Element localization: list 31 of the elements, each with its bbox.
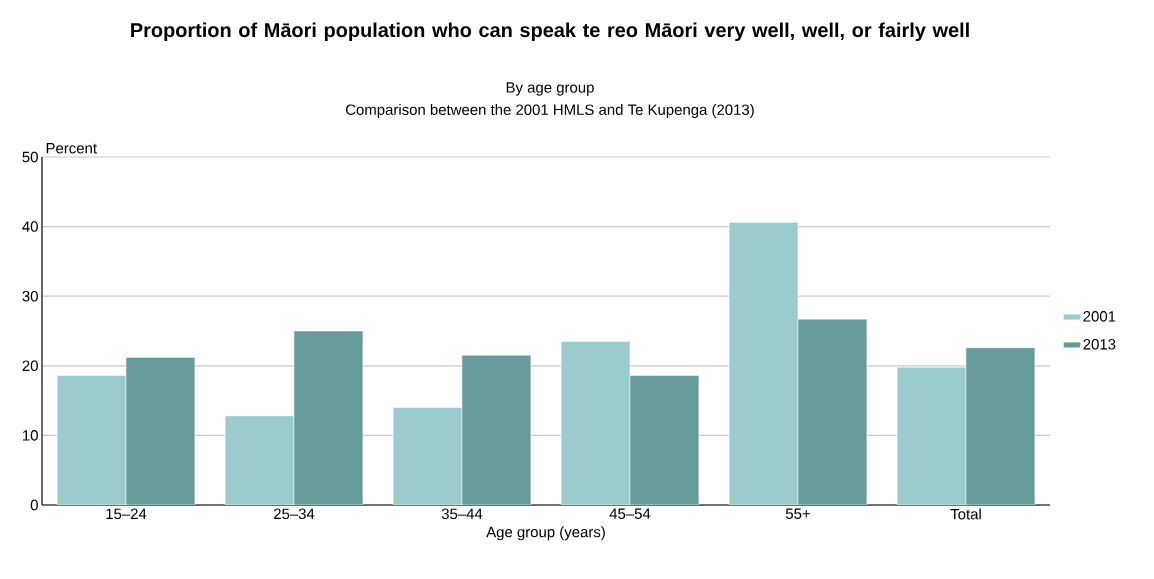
bar [461, 355, 532, 505]
chart-title: Proportion of Māori population who can speak te reo Māori very well, well, or fairly well [131, 22, 969, 42]
x-tick-label: 35–44 [441, 508, 483, 520]
x-tick-label: 55+ [785, 508, 810, 519]
bar [224, 415, 295, 505]
x-tick-label: 45–54 [609, 508, 651, 519]
bar [965, 347, 1036, 505]
bar [797, 318, 868, 505]
bar [560, 341, 631, 505]
x-axis-title: Age group (years) [486, 526, 605, 541]
y-tick-label: 50 [22, 151, 38, 163]
y-axis-title: Percent [46, 143, 97, 154]
chart-subtitle: By age group [506, 82, 594, 96]
bar [728, 222, 799, 505]
bar [629, 375, 700, 505]
y-tick-label: 10 [23, 430, 38, 441]
x-tick-label: 15–24 [106, 508, 147, 520]
y-tick-label: 0 [30, 499, 38, 511]
legend-label: 2013 [1083, 338, 1116, 350]
bar [293, 330, 364, 505]
legend-label: 2001 [1083, 311, 1116, 322]
y-tick-label: 30 [22, 290, 38, 302]
bar [392, 407, 463, 505]
bar [125, 357, 196, 505]
bar [896, 366, 967, 505]
x-tick-label: Total [950, 508, 981, 520]
x-tick-label: 25–34 [273, 508, 315, 520]
y-tick-label: 20 [22, 360, 38, 372]
y-tick-label: 40 [22, 221, 38, 232]
text: Comparison between the 2001 HMLS and Te Kupenga (2013) [345, 104, 754, 118]
bar [56, 375, 127, 505]
